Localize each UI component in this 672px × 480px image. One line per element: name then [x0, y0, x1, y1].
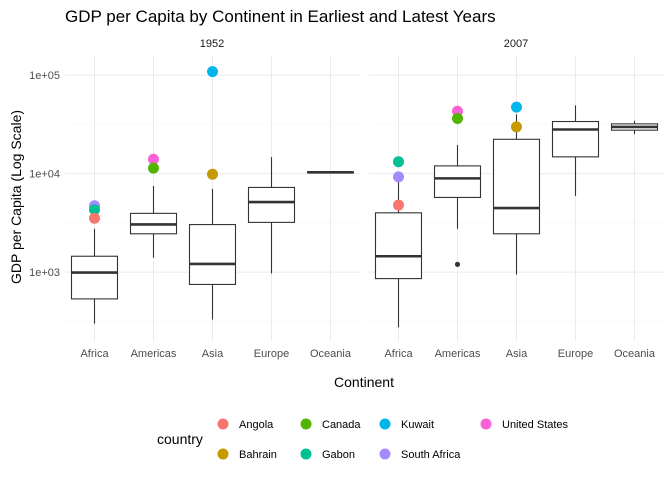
point-canada-1952: [148, 162, 159, 174]
y-tick-label: 1e+03: [29, 267, 60, 279]
point-gabon-2007: [393, 156, 404, 168]
point-kuwait-2007: [511, 101, 522, 113]
point-angola-1952: [89, 212, 100, 224]
legend-label: Gabon: [322, 449, 355, 461]
x-tick-label: Oceania: [310, 348, 352, 360]
point-south-africa-2007: [393, 171, 404, 183]
legend-label: United States: [502, 419, 569, 431]
legend-swatch: [300, 448, 312, 460]
box-europe-1952: [247, 157, 296, 274]
x-tick-label: Africa: [80, 348, 109, 360]
legend-label: Kuwait: [401, 419, 434, 431]
x-axis-title: Continent: [334, 374, 394, 390]
legend: country Angola Bahrain Canada Gabon Kuwait So…: [157, 418, 569, 461]
legend-swatch: [217, 448, 229, 460]
legend-label: South Africa: [401, 449, 461, 461]
box-africa-1952: [70, 228, 119, 324]
x-tick-label: Asia: [506, 348, 528, 360]
box-iqr: [70, 255, 119, 300]
x-tick-label: Americas: [131, 348, 177, 360]
legend-label: Canada: [322, 419, 361, 431]
outlier-point: [454, 261, 461, 267]
legend-label: Bahrain: [239, 449, 277, 461]
panel-1952: Africa Americas Asia Europe Oceania: [65, 55, 360, 360]
box-europe-2007: [551, 105, 600, 196]
chart-title: GDP per Capita by Continent in Earliest …: [65, 7, 496, 26]
point-canada-2007: [452, 112, 463, 124]
box-asia-2007: [492, 114, 541, 275]
point-bahrain-2007: [511, 121, 522, 133]
box-iqr: [492, 138, 541, 235]
box-iqr: [188, 224, 237, 285]
point-gabon-1952: [89, 204, 100, 216]
y-tick-label: 1e+05: [29, 70, 60, 82]
legend-swatch: [379, 448, 391, 460]
legend-swatch: [480, 418, 492, 430]
panel-label-1952: 1952: [200, 38, 224, 50]
box-iqr: [374, 212, 423, 280]
x-tick-label: Oceania: [614, 348, 656, 360]
legend-entry-south-africa: South Africa: [379, 448, 461, 461]
box-iqr: [551, 120, 600, 158]
y-axis-title: GDP per Capita (Log Scale): [8, 110, 24, 284]
box-asia-1952: [188, 188, 237, 320]
legend-swatch: [379, 418, 391, 430]
legend-entry-united-states: United States: [480, 418, 569, 431]
legend-entry-angola: Angola: [217, 418, 274, 431]
box-iqr: [247, 186, 296, 223]
box-iqr: [433, 165, 482, 199]
x-tick-label: Asia: [202, 348, 224, 360]
x-tick-label: Europe: [558, 348, 593, 360]
x-tick-label: Europe: [254, 348, 289, 360]
panel-label-2007: 2007: [504, 38, 528, 50]
point-united-states-1952: [148, 153, 159, 165]
legend-swatch: [217, 418, 229, 430]
panel-2007: Africa Americas Asia Europe Oceania: [369, 55, 664, 360]
legend-label: Angola: [239, 419, 274, 431]
legend-entry-kuwait: Kuwait: [379, 418, 434, 431]
legend-title: country: [157, 431, 203, 447]
legend-entry-bahrain: Bahrain: [217, 448, 277, 461]
box-africa-2007: [374, 179, 423, 328]
y-tick-label: 1e+04: [29, 169, 60, 181]
x-tick-label: Americas: [435, 348, 481, 360]
legend-swatch: [300, 418, 312, 430]
legend-entry-gabon: Gabon: [300, 448, 355, 461]
legend-entry-canada: Canada: [300, 418, 361, 431]
point-angola-2007: [393, 199, 404, 211]
y-axis-ticks: 1e+03 1e+04 1e+05: [29, 70, 60, 279]
x-tick-label: Africa: [384, 348, 413, 360]
box-americas-1952: [129, 185, 178, 258]
point-kuwait-1952: [207, 66, 218, 78]
point-bahrain-1952: [207, 168, 218, 180]
box-oceania-2007: [610, 120, 659, 135]
box-americas-2007: [433, 145, 482, 229]
box-oceania-1952: [306, 171, 355, 174]
